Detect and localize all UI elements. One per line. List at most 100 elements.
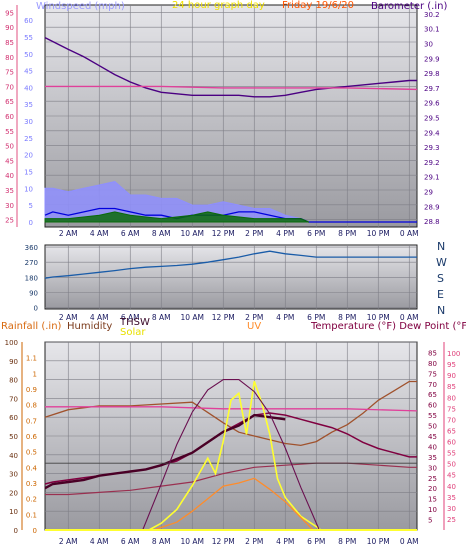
y-tick-label-rain: 1.1 [26, 355, 37, 363]
y-tick-label-dewpoint: 70 [447, 416, 456, 424]
y-tick-label-temp: 25 [428, 475, 437, 483]
y-tick-label-mph: 60 [5, 113, 14, 121]
y-tick-label-temp: 5 [428, 517, 432, 525]
y-tick-label-wind: 45 [24, 68, 33, 76]
series-wind-gust [44, 211, 309, 223]
x-tick-label: 6 AM [121, 537, 140, 546]
y-tick-label-rain: 0.5 [26, 449, 37, 457]
y-tick-label-wind: 55 [24, 34, 33, 42]
y-tick-label-humidity: 50 [9, 433, 18, 441]
y-tick-label-dewpoint: 50 [447, 461, 456, 469]
y-tick-label-dewpoint: 65 [447, 427, 456, 435]
series-barometer-in- [44, 36, 417, 98]
y-tick-label-barometer: 30 [424, 40, 433, 48]
y-tick-label-humidity: 60 [9, 414, 18, 422]
y-tick-label-rain: 0.9 [26, 386, 37, 394]
rainfall-axis-label: Rainfall (.in) [1, 321, 62, 332]
plot-backgrounds [44, 4, 418, 531]
x-tick-label: 2 PM [245, 537, 263, 546]
x-tick-label: 8 PM [338, 313, 356, 322]
y-tick-label-dewpoint: 35 [447, 494, 456, 502]
y-tick-label-direction: 0 [34, 305, 38, 313]
temperature-axis-label: Temperature (°F) Dew Point (°F) [310, 321, 466, 332]
x-tick-label: 4 PM [276, 313, 294, 322]
y-tick-label-humidity: 80 [9, 377, 18, 385]
x-tick-label: 10 AM [180, 229, 204, 238]
y-tick-label-wind: 40 [24, 84, 33, 92]
y-tick-label-barometer: 28.8 [424, 218, 440, 226]
y-tick-label-dewpoint: 90 [447, 372, 456, 380]
y-tick-label-direction: 270 [25, 259, 38, 267]
y-tick-label-rain: 0.4 [26, 464, 38, 472]
y-tick-label-wind: 15 [24, 169, 33, 177]
y-tick-label-dewpoint: 30 [447, 505, 456, 513]
y-tick-label-dewpoint: 85 [447, 383, 456, 391]
y-tick-label-humidity: 40 [9, 452, 18, 460]
y-tick-label-wind: 20 [24, 152, 33, 160]
axis-ticks: 2 AM 4 AM 6 AM 8 AM 10 AM 12 PM 2 PM 4 PM 6 PM 8 … [5, 5, 460, 546]
x-tick-label: 12 PM [212, 229, 235, 238]
y-tick-label-mph: 25 [5, 217, 14, 225]
x-tick-label: 10 PM [367, 229, 390, 238]
y-tick-label-temp: 55 [428, 412, 437, 420]
y-tick-label-rain: 0.7 [26, 417, 37, 425]
x-tick-label: 4 AM [90, 537, 109, 546]
y-tick-label-barometer: 29.6 [424, 100, 440, 108]
y-tick-label-direction: 360 [25, 244, 38, 252]
y-tick-label-rain: 0.3 [26, 480, 37, 488]
y-tick-label-barometer: 30.2 [424, 11, 440, 19]
y-tick-label-mph: 65 [5, 98, 14, 106]
windspeed-axis-label: Windspeed (mph) [36, 1, 125, 12]
y-tick-label-dewpoint: 60 [447, 439, 456, 447]
y-tick-label-barometer: 29.5 [424, 114, 440, 122]
x-tick-label: 4 AM [90, 229, 109, 238]
x-tick-label: 10 PM [367, 313, 390, 322]
y-tick-label-dewpoint: 25 [447, 516, 456, 524]
x-tick-label: 2 AM [59, 537, 78, 546]
y-tick-label-mph: 55 [5, 128, 14, 136]
compass-label: N [437, 304, 445, 317]
x-tick-label: 0 AM [400, 537, 419, 546]
y-tick-label-temp: 50 [428, 423, 437, 431]
x-tick-label: 8 AM [152, 313, 171, 322]
x-tick-label: 8 PM [338, 229, 356, 238]
x-tick-label: 10 AM [180, 313, 204, 322]
y-tick-label-mph: 35 [5, 187, 14, 195]
compass-label: S [437, 272, 444, 285]
compass-label: E [437, 288, 444, 301]
y-tick-label-wind: 50 [24, 51, 33, 59]
date-label: Friday 19/6/20 [282, 0, 354, 11]
y-tick-label-dewpoint: 75 [447, 405, 456, 413]
y-tick-label-barometer: 30.1 [424, 26, 440, 34]
y-tick-label-rain: 0.1 [26, 511, 37, 519]
x-tick-label: 8 AM [152, 229, 171, 238]
y-tick-label-humidity: 10 [9, 508, 18, 516]
y-tick-label-temp: 20 [428, 485, 437, 493]
x-tick-label: 6 PM [307, 313, 325, 322]
compass-labels: N W S E N [436, 240, 447, 317]
solar-label: Solar [120, 327, 146, 338]
y-tick-label-dewpoint: 100 [447, 350, 460, 358]
y-tick-label-mph: 45 [5, 157, 14, 165]
y-tick-label-humidity: 0 [14, 527, 18, 535]
y-tick-label-wind: 5 [29, 202, 33, 210]
y-tick-label-temp: 65 [428, 391, 437, 399]
y-tick-label-temp: 80 [428, 360, 437, 368]
x-tick-label: 2 AM [59, 313, 78, 322]
compass-label: N [437, 240, 445, 253]
series-hi-limit [45, 85, 418, 91]
y-tick-label-rain: 0.8 [26, 402, 37, 410]
y-tick-label-wind: 35 [24, 101, 33, 109]
y-tick-label-temp: 15 [428, 496, 437, 504]
series-humidity [44, 380, 417, 447]
y-tick-label-humidity: 90 [9, 358, 18, 366]
x-tick-label: 4 PM [276, 537, 294, 546]
y-tick-label-humidity: 70 [9, 395, 18, 403]
x-tick-label: 6 PM [307, 537, 325, 546]
x-tick-label: 6 AM [121, 313, 140, 322]
y-tick-label-barometer: 28.9 [424, 203, 440, 211]
x-tick-label: 12 PM [212, 537, 235, 546]
y-tick-label-dewpoint: 95 [447, 361, 456, 369]
series-dew-point [45, 462, 417, 496]
